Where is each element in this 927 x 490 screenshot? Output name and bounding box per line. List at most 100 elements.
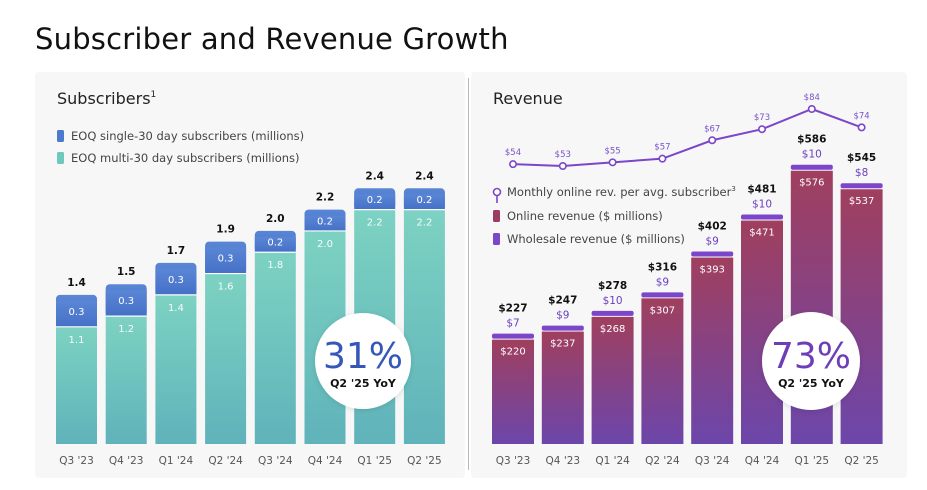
label-online-value: $220: [500, 347, 525, 358]
line-point-label: $73: [754, 113, 770, 123]
bar-multi-30-day: [105, 316, 147, 444]
legend-swatch-multi: [57, 152, 64, 164]
badge-circle: [762, 312, 860, 410]
page-title: Subscriber and Revenue Growth: [35, 22, 509, 56]
panel-divider: [468, 78, 469, 470]
legend-marker-line: [492, 187, 502, 197]
line-point: [757, 125, 766, 134]
badge-circle: [315, 313, 411, 409]
label-multi-value: 1.8: [267, 260, 283, 271]
label-total: 1.4: [67, 277, 86, 289]
x-tick-label: Q1 '24: [159, 455, 194, 467]
label-wholesale-value: $9: [656, 276, 669, 288]
label-wholesale-value: $10: [603, 295, 623, 307]
x-tick-label: Q3 '24: [258, 455, 293, 467]
x-tick-label: Q4 '23: [109, 455, 144, 467]
label-wholesale-value: $10: [802, 149, 822, 161]
subscribers-bars: 0.3 1.1 1.4 Q3 '23 0.3 1.2 1.5 Q4 '23 0.3 1.4 1.7 Q…: [56, 170, 445, 467]
line-point-label: $74: [853, 111, 869, 121]
label-single-value: 0.2: [416, 195, 432, 206]
label-total: $227: [498, 303, 527, 315]
label-total: $402: [698, 221, 727, 233]
label-multi-value: 2.2: [367, 218, 383, 229]
subscribers-chart: Subscribers1 EOQ single-30 day subscribe…: [56, 89, 445, 467]
revenue-legend: Monthly online rev. per avg. subscriber3…: [492, 185, 736, 246]
legend-label-multi: EOQ multi-30 day subscribers (millions): [71, 151, 300, 165]
label-total: $586: [797, 134, 826, 146]
label-single-value: 0.3: [69, 307, 85, 318]
x-tick-label: Q2 '24: [645, 455, 680, 467]
label-multi-value: 2.0: [317, 239, 333, 250]
bar-online-revenue: [541, 331, 584, 444]
label-multi-value: 1.2: [118, 324, 134, 335]
label-total: $545: [847, 152, 876, 164]
legend-label-line: Monthly online rev. per avg. subscriber3: [507, 185, 736, 199]
bar-multi-30-day: [403, 209, 445, 444]
badge-value: 31%: [323, 336, 403, 377]
subscribers-legend: EOQ single-30 day subscribers (millions)…: [57, 129, 304, 165]
bar-wholesale-revenue: [492, 333, 534, 339]
bar-single-30-day-base: [304, 215, 346, 231]
line-point: [558, 162, 567, 171]
label-total: 1.9: [216, 224, 235, 236]
label-online-value: $268: [600, 324, 625, 335]
bar-multi-30-day: [205, 273, 247, 444]
legend-label-single: EOQ single-30 day subscribers (millions): [71, 129, 304, 143]
line-point-label: $54: [505, 148, 521, 158]
label-total: 2.4: [365, 170, 384, 182]
label-total: $316: [648, 261, 677, 273]
line-point-label: $55: [604, 146, 620, 156]
bar-single-30-day-base: [155, 268, 197, 295]
label-single-value: 0.3: [218, 254, 234, 265]
label-wholesale-value: $10: [752, 199, 772, 211]
subscribers-panel: Subscribers1 EOQ single-30 day subscribe…: [35, 72, 465, 478]
bar-wholesale-revenue: [591, 310, 634, 316]
label-total: 2.0: [266, 213, 285, 225]
label-total: 1.7: [167, 245, 186, 257]
bar-single-30-day-base: [354, 194, 396, 210]
label-single-value: 0.2: [267, 238, 283, 249]
bar-single-30-day-base: [105, 290, 147, 317]
bar-wholesale-revenue: [790, 164, 833, 170]
line-point: [608, 158, 617, 167]
subscribers-yoy-badge: 31%Q2 '25 YoY: [315, 313, 411, 409]
legend-label-online: Online revenue ($ millions): [507, 209, 663, 223]
legend-swatch-online: [493, 210, 500, 222]
legend-swatch-wholesale: [493, 233, 500, 245]
line-point: [807, 104, 816, 113]
line-point-label: $67: [704, 124, 720, 134]
bar-online-revenue: [591, 316, 634, 444]
bar-online-revenue: [641, 298, 684, 444]
label-wholesale-value: $9: [556, 310, 569, 322]
label-online-value: $576: [799, 178, 824, 189]
subscribers-title: Subscribers1: [57, 89, 156, 108]
label-total: $247: [548, 295, 577, 307]
bar-single-30-day-base: [56, 300, 97, 327]
line-point-label: $84: [804, 93, 820, 103]
bar-wholesale-revenue: [541, 325, 584, 331]
x-tick-label: Q2 '25: [844, 455, 879, 467]
x-tick-label: Q1 '25: [357, 455, 392, 467]
legend-swatch-single: [57, 130, 64, 142]
label-wholesale-value: $8: [855, 167, 868, 179]
bar-multi-30-day: [254, 252, 296, 444]
label-wholesale-value: $7: [506, 318, 519, 330]
x-tick-label: Q4 '24: [308, 455, 343, 467]
label-multi-value: 2.2: [416, 218, 432, 229]
badge-value: 73%: [771, 336, 851, 377]
label-single-value: 0.3: [168, 275, 184, 286]
label-online-value: $307: [650, 305, 675, 316]
revenue-panel: Revenue Monthly online rev. per avg. sub…: [471, 72, 907, 478]
label-wholesale-value: $9: [706, 236, 719, 248]
x-tick-label: Q2 '24: [208, 455, 243, 467]
label-single-value: 0.3: [118, 296, 134, 307]
line-point: [658, 154, 667, 163]
label-single-value: 0.2: [367, 195, 383, 206]
label-single-value: 0.2: [317, 216, 333, 227]
bar-wholesale-revenue: [641, 292, 684, 298]
x-tick-label: Q2 '25: [407, 455, 442, 467]
bar-online-revenue: [691, 257, 734, 444]
bar-multi-30-day: [56, 326, 97, 444]
label-multi-value: 1.6: [218, 282, 234, 293]
badge-label: Q2 '25 YoY: [778, 377, 845, 390]
